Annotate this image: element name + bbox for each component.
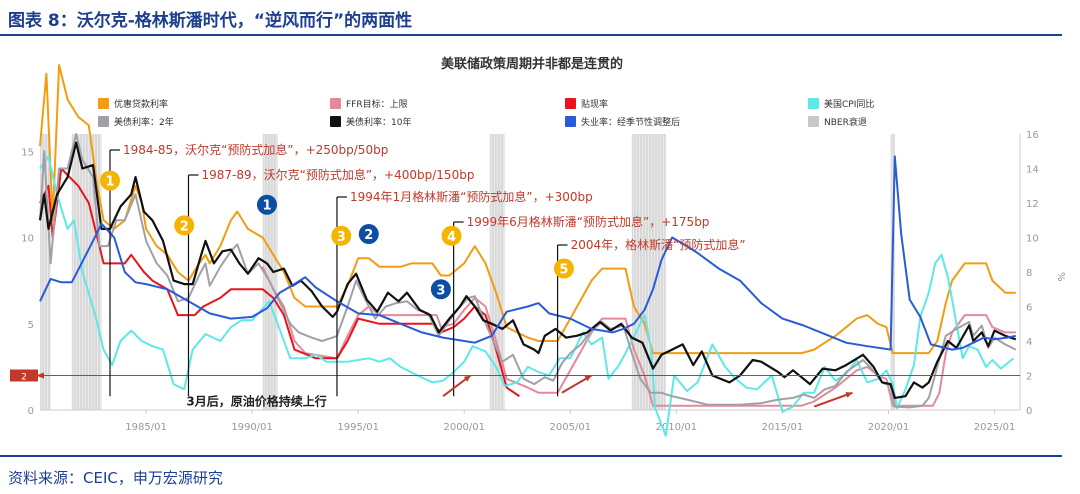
x-tick-label: 2020/01 bbox=[868, 422, 910, 433]
legend-label: 失业率：经季节性调整后 bbox=[581, 116, 680, 128]
y-right-tick-label: 10 bbox=[1026, 234, 1039, 245]
x-tick-label: 1985/01 bbox=[125, 422, 167, 433]
cycle-marker-label: 3 bbox=[337, 230, 346, 245]
annotation-text: 1987-89，沃尔克“预防式加息”，+400bp/150bp bbox=[201, 167, 474, 182]
x-tick-label: 2025/01 bbox=[974, 422, 1016, 433]
x-tick-label: 2000/01 bbox=[443, 422, 485, 433]
legend-swatch bbox=[565, 116, 576, 127]
legend-swatch bbox=[98, 116, 109, 127]
cycle-marker bbox=[100, 170, 120, 191]
y-right-tick-label: 16 bbox=[1026, 130, 1039, 141]
y-right-tick-label: 2 bbox=[1026, 372, 1032, 383]
cycle-marker bbox=[430, 279, 451, 300]
annotation-text: 2004年，格林斯潘“预防式加息” bbox=[571, 237, 746, 252]
cycle-marker bbox=[441, 225, 462, 246]
series-line bbox=[39, 155, 1015, 437]
legend-swatch bbox=[808, 116, 819, 127]
x-tick-label: 2015/01 bbox=[762, 422, 804, 433]
legend-label: 美国CPI同比 bbox=[824, 98, 874, 110]
series-line bbox=[39, 64, 1016, 355]
annotations: 2 1984-85，沃尔克“预防式加息”，+250bp/50bp 1987-89，沃… bbox=[10, 142, 1020, 409]
cycle-marker bbox=[256, 194, 277, 215]
chart-title: 美联储政策周期并非都是连贯的 bbox=[441, 56, 623, 72]
annotation-text: 1994年1月格林斯潘“预防式加息”，+300bp bbox=[350, 189, 593, 204]
cycle-marker-label: 2 bbox=[364, 228, 373, 243]
recession-band bbox=[40, 134, 51, 410]
legend-label: 美债利率：2年 bbox=[114, 116, 174, 128]
legend-swatch bbox=[808, 98, 819, 109]
cycle-marker bbox=[553, 258, 574, 279]
trend-arrow bbox=[813, 391, 853, 408]
footer-rule bbox=[0, 455, 1062, 457]
series-line bbox=[261, 266, 1016, 407]
cycle-marker-label: 1 bbox=[262, 199, 271, 214]
y-right-tick-label: 8 bbox=[1026, 268, 1032, 279]
cycle-marker bbox=[358, 224, 379, 245]
legend-label: 优惠贷款利率 bbox=[114, 98, 168, 110]
y-right-tick-label: 6 bbox=[1026, 303, 1032, 314]
reference-marker bbox=[10, 369, 38, 382]
title-rule bbox=[0, 34, 1062, 36]
series bbox=[38, 64, 1017, 437]
reference-arrowhead bbox=[36, 372, 44, 379]
y-right-tick-label: 14 bbox=[1026, 165, 1039, 176]
x-tick-label: 2005/01 bbox=[550, 422, 592, 433]
reference-marker-label: 2 bbox=[21, 373, 27, 383]
y-left-tick-label: 0 bbox=[28, 406, 34, 417]
y-right-tick-label: 0 bbox=[1026, 406, 1032, 417]
annotation-text: 1984-85，沃尔克“预防式加息”，+250bp/50bp bbox=[123, 142, 388, 157]
chart-frame bbox=[10, 46, 1072, 458]
figure-title: 图表 8：沃尔克-格林斯潘时代，“逆风而行”的两面性 bbox=[8, 11, 413, 31]
y-left-tick-label: 15 bbox=[21, 147, 34, 158]
trend-arrowhead bbox=[584, 375, 592, 382]
y-right-tick-label: 12 bbox=[1026, 199, 1039, 210]
x-tick-label: 2010/01 bbox=[656, 422, 698, 433]
annotation-text: 1999年6月格林斯潘“预防式加息”，+175bp bbox=[467, 214, 710, 229]
oil-note: 3月后，原油价格持续上行 bbox=[186, 394, 326, 409]
trend-arrowhead bbox=[463, 375, 471, 382]
legend-label: FFR目标：上限 bbox=[346, 98, 408, 110]
legend-label: 美债利率：10年 bbox=[346, 116, 411, 128]
legend-swatch bbox=[330, 98, 341, 109]
source-note: 资料来源：CEIC，申万宏源研究 bbox=[8, 469, 223, 487]
cycle-marker-label: 4 bbox=[447, 230, 456, 245]
cycle-marker-label: 1 bbox=[105, 175, 114, 190]
cycle-marker bbox=[174, 215, 195, 236]
cycle-marker-label: 5 bbox=[559, 263, 568, 278]
x-tick-label: 1990/01 bbox=[231, 422, 273, 433]
legend-label: NBER衰退 bbox=[824, 116, 867, 128]
cycle-marker-label: 3 bbox=[436, 283, 445, 298]
y-right-tick-label: 4 bbox=[1026, 337, 1032, 348]
cycle-marker bbox=[331, 225, 352, 246]
trend-arrowhead bbox=[845, 392, 853, 398]
series-line bbox=[39, 155, 1017, 351]
chart: 美联储政策周期并非都是连贯的 优惠贷款利率 FFR目标：上限 贴现率 美国CPI同比美… bbox=[10, 46, 1072, 458]
x-tick-label: 1995/01 bbox=[337, 422, 379, 433]
legend-label: 贴现率 bbox=[581, 98, 608, 110]
legend-swatch bbox=[330, 116, 341, 127]
legend-swatch bbox=[98, 98, 109, 109]
y-left-tick-label: 10 bbox=[21, 234, 34, 245]
legend-swatch bbox=[565, 98, 576, 109]
y-left-tick-label: 5 bbox=[28, 320, 34, 331]
cycle-marker-label: 2 bbox=[180, 219, 189, 234]
y-right-axis-label: % bbox=[1055, 272, 1066, 282]
